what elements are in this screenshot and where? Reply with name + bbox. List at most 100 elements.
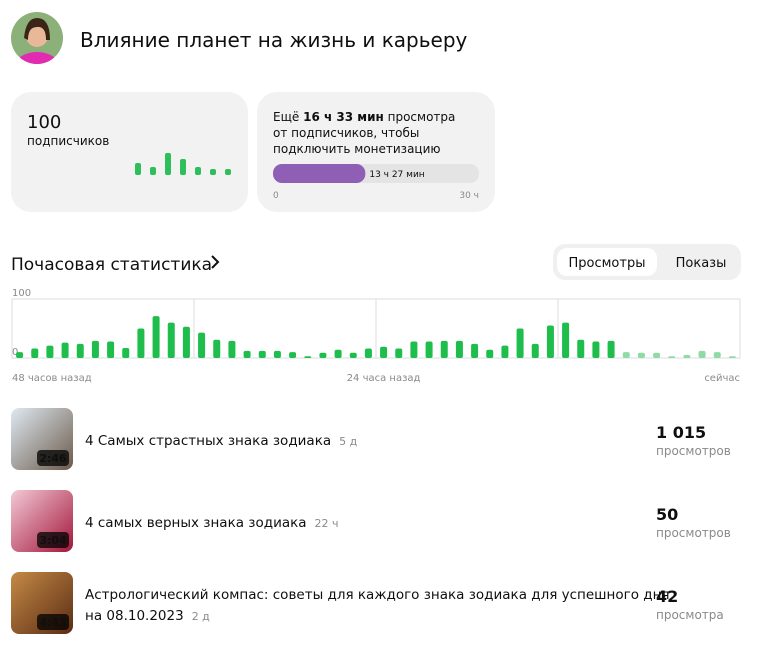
bar [425, 341, 433, 358]
bar [349, 352, 357, 358]
duration-badge [37, 614, 69, 630]
bar [150, 167, 156, 175]
bar [683, 355, 691, 358]
bar [91, 340, 99, 358]
subscriber-label: подписчиков [27, 134, 109, 148]
video-title[interactable]: на 08.10.2023 2 д [85, 608, 210, 624]
bar [210, 169, 216, 175]
bar [622, 352, 630, 358]
bar [516, 328, 524, 358]
bar [258, 350, 266, 358]
bar [637, 352, 645, 358]
bar [440, 340, 448, 358]
x-tick-label: 24 часа назад [347, 373, 421, 384]
video-title[interactable]: Астрологический компас: советы для каждо… [85, 587, 670, 603]
bar [76, 343, 84, 358]
video-title[interactable]: 4 Самых страстных знака зодиака 5 д [85, 433, 358, 449]
bar [122, 347, 130, 358]
bar [225, 169, 231, 175]
bar [334, 349, 342, 358]
bar [228, 340, 236, 358]
bar [165, 153, 171, 175]
view-count: 42 [656, 587, 678, 606]
tab[interactable]: Просмотры [569, 256, 646, 271]
bar [728, 356, 736, 358]
monetization-line: Ещё 16 ч 33 мин просмотра [273, 110, 455, 124]
bar [304, 356, 312, 358]
bar [180, 159, 186, 175]
tab[interactable]: Показы [676, 256, 727, 271]
bar [319, 352, 327, 358]
bar [31, 348, 39, 358]
bar [455, 340, 463, 358]
progress: 13 ч 27 мин 0 30 ч [273, 164, 479, 201]
bar [61, 342, 69, 358]
video-age: 22 ч [315, 517, 339, 530]
duration-badge [37, 450, 69, 466]
sparkline [135, 153, 231, 175]
bar [46, 345, 54, 358]
avatar[interactable] [11, 12, 63, 80]
bar [137, 328, 145, 358]
bar [198, 332, 206, 358]
video-age: 2 д [192, 610, 210, 623]
bar [152, 316, 160, 358]
y-tick-label: 0 [12, 347, 18, 358]
text: Ещё [273, 110, 299, 124]
duration: 3:04 [39, 534, 67, 547]
x-tick-label: 48 часов назад [12, 373, 92, 384]
bar [395, 348, 403, 358]
monetization-line: подключить монетизацию [273, 142, 440, 156]
title-text: 4 Самых страстных знака зодиака [85, 433, 331, 449]
bar [577, 339, 585, 358]
bar [380, 346, 388, 358]
progress-tick: 0 [273, 191, 279, 201]
title-text: на 08.10.2023 [85, 608, 184, 624]
bar [486, 349, 494, 358]
progress-tick: 30 ч [459, 191, 479, 201]
bar [213, 339, 221, 358]
y-tick-label: 100 [12, 288, 31, 299]
view-count: 50 [656, 505, 678, 524]
bar [273, 350, 281, 358]
video-age: 5 д [339, 435, 357, 448]
view-unit: просмотров [656, 444, 731, 458]
video-title[interactable]: 4 самых верных знака зодиака 22 ч [85, 515, 339, 531]
bar [364, 348, 372, 358]
bar [135, 163, 141, 175]
bar [107, 341, 115, 358]
bar [167, 322, 175, 358]
view-unit: просмотра [656, 608, 724, 622]
bar [592, 341, 600, 358]
bar [562, 322, 570, 358]
text: просмотра [388, 110, 456, 124]
bar [195, 167, 201, 175]
bar [546, 325, 554, 358]
bar [289, 352, 297, 358]
duration-badge [37, 532, 69, 548]
video-list: 2:46 4 Самых страстных знака зодиака 5 д 1 … [11, 408, 731, 634]
bar [501, 345, 509, 358]
view-count: 1 015 [656, 423, 706, 442]
title-text: 4 самых верных знака зодиака [85, 515, 307, 531]
duration: 2:46 [39, 452, 67, 465]
view-unit: просмотров [656, 526, 731, 540]
bar [698, 350, 706, 358]
subscribers-card [11, 92, 248, 212]
duration: 4:43 [39, 616, 66, 629]
x-tick-label: сейчас [704, 373, 740, 384]
bar [713, 352, 721, 358]
highlight: 16 ч 33 мин [303, 110, 384, 124]
chevron[interactable] [211, 255, 220, 269]
bar [182, 326, 190, 358]
title-text: Астрологический компас: советы для каждо… [85, 587, 670, 603]
channel-title: Влияние планет на жизнь и карьеру [80, 28, 468, 52]
bar [16, 352, 24, 358]
hourly-chart: 0 100 48 часов назад 24 часа назад сейчас [11, 288, 741, 384]
progress-label: 13 ч 27 мин [369, 170, 424, 180]
section-title[interactable]: Почасовая статистика [11, 255, 212, 275]
subscriber-count: 100 [27, 112, 61, 133]
bar [607, 340, 615, 358]
bar [531, 343, 539, 358]
